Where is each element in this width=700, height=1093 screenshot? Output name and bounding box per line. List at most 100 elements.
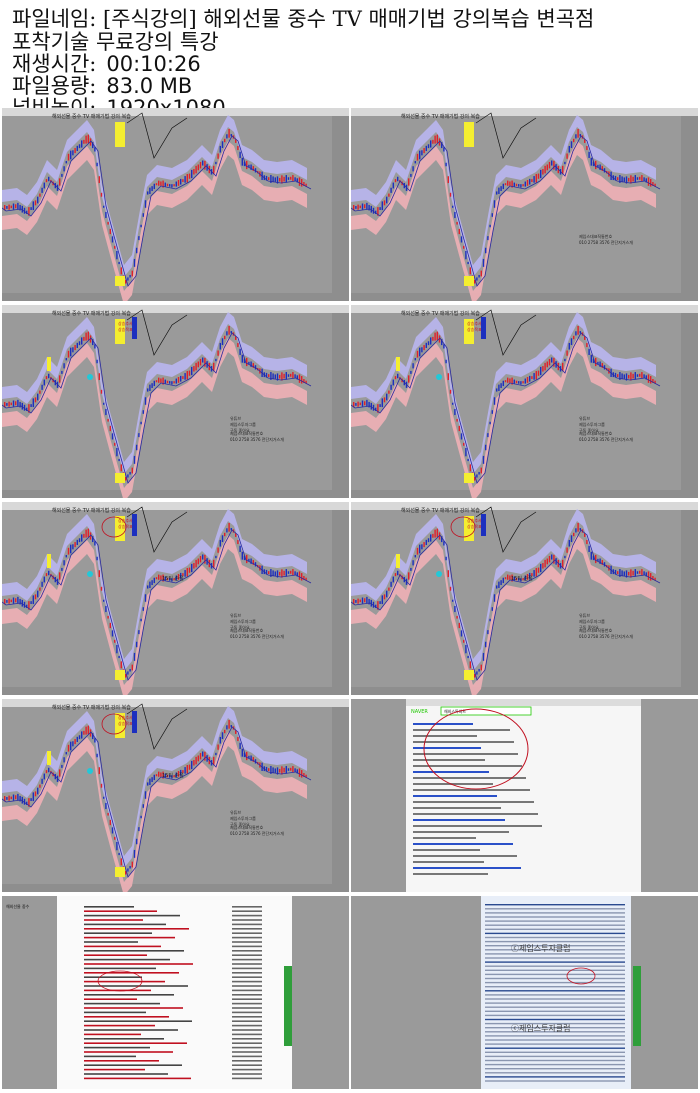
chart-title: 해외선물 중수 TV 매매기법 강의 복습 <box>52 507 131 514</box>
duration-row: 재생시간: 00:10:26 <box>12 53 201 75</box>
candle <box>617 177 619 181</box>
candle <box>432 336 434 341</box>
candle <box>507 180 509 186</box>
list-row <box>84 1020 192 1022</box>
channel-label: 제임스투자그룹 <box>230 421 256 427</box>
list-row <box>84 1033 141 1036</box>
candle <box>111 433 114 440</box>
video-frame-thumbnail[interactable]: NAVER 해외스톡와트 <box>351 699 698 892</box>
list-meta <box>232 932 262 934</box>
candle <box>274 177 276 182</box>
candle <box>59 178 61 186</box>
signal-bar <box>132 514 137 536</box>
candle <box>96 359 98 364</box>
candle <box>366 399 368 407</box>
candle <box>279 177 281 182</box>
candle <box>19 204 21 211</box>
candle <box>432 533 434 538</box>
stop-label: 15틱 손절 <box>162 772 184 779</box>
list-meta <box>232 998 262 1000</box>
candle <box>386 590 388 598</box>
candle <box>155 380 158 383</box>
yellow-marker <box>464 319 474 344</box>
size-row: 파일용량: 83.0 MB <box>12 75 192 97</box>
candle <box>630 569 632 578</box>
candle <box>149 581 151 588</box>
candle <box>489 224 491 228</box>
video-frame-thumbnail[interactable]: 해외선물 중수 TV 매매기법 강의 복습 상승추세 상승목표 유튜브 제임스투자그룹 구… <box>2 502 349 695</box>
candle <box>103 205 105 208</box>
candle <box>199 752 202 760</box>
video-frame-thumbnail[interactable]: ⓒ제임스투자클럽 ⓒ제임스투자클럽 <box>351 896 698 1089</box>
list-row <box>84 1007 183 1009</box>
candle <box>546 558 548 565</box>
list-row <box>84 980 165 983</box>
candle <box>465 251 467 260</box>
frame-graphic: 해외선물 중수 TV 매매기법 강의 복습상승추세상승목표유튜브제임스투자그룹구… <box>351 305 698 498</box>
candle <box>87 528 89 538</box>
candle <box>493 397 496 405</box>
candle <box>92 339 94 346</box>
candle <box>133 652 136 661</box>
list-row <box>84 941 138 943</box>
candle <box>388 587 390 591</box>
candle <box>445 359 447 364</box>
candle <box>129 865 131 869</box>
video-frame-thumbnail[interactable]: 해외선물 중수 TV 매매기법 강의 복습 상승추세 상승목표 유튜브 제임스투자그룹 구… <box>351 305 698 498</box>
candle <box>78 735 81 740</box>
candle <box>131 270 133 277</box>
candle <box>37 393 39 401</box>
candle <box>180 375 182 382</box>
candle <box>361 400 364 407</box>
candle <box>577 522 579 532</box>
list-meta <box>232 985 262 987</box>
video-frame-thumbnail[interactable]: 해외선물 중수 <box>2 896 349 1089</box>
candle <box>619 174 621 183</box>
candle <box>469 661 471 669</box>
browser-toolbar <box>406 699 641 706</box>
candle <box>270 174 272 183</box>
list-meta <box>232 980 262 983</box>
candle <box>372 207 375 214</box>
candle <box>120 661 122 669</box>
candle <box>114 245 116 249</box>
candle <box>175 772 177 778</box>
candle <box>166 577 169 581</box>
candle <box>584 336 586 340</box>
moving-average <box>2 726 312 878</box>
candle <box>537 370 540 376</box>
candle <box>164 773 166 778</box>
candle <box>476 474 478 478</box>
candle <box>147 782 149 786</box>
candle <box>136 641 138 648</box>
list-meta <box>232 910 262 912</box>
candle <box>59 769 61 777</box>
video-frame-thumbnail[interactable]: 해외선물 중수 TV 매매기법 강의 복습 상승추세 상승목표 유튜브 제임스투자그룹 구… <box>2 305 349 498</box>
candle <box>274 374 276 379</box>
candle <box>100 586 103 591</box>
candle <box>375 407 377 411</box>
candle <box>544 165 546 174</box>
video-frame-thumbnail[interactable]: 해외선물 중수 TV 매매기법 강의 복습 <box>2 108 349 301</box>
moving-average <box>2 529 312 681</box>
video-frame-thumbnail[interactable]: 해외선물 중수 TV 매매기법 강의 복습 상승추세 상승목표 유튜브 제임스투자그룹 구… <box>351 502 698 695</box>
candle <box>191 169 193 179</box>
candle <box>155 577 158 580</box>
candle <box>250 361 252 367</box>
side-toolbar <box>284 966 292 1046</box>
candle <box>213 756 215 765</box>
candle <box>294 571 296 576</box>
video-frame-thumbnail[interactable]: 해외선물 중수 TV 매매기법 강의 복습 상승추세 상승목표 유튜브 제임스투자그룹 구… <box>2 699 349 892</box>
video-frame-thumbnail[interactable]: 해외선물 중수 TV 매매기법 강의 복습 제임스대표직통번호 010 2758 3… <box>351 108 698 301</box>
candle <box>463 245 465 249</box>
table-row <box>485 1010 625 1012</box>
candle <box>632 570 634 576</box>
candle <box>184 767 186 774</box>
candle <box>493 594 496 602</box>
candle <box>377 207 379 216</box>
candle <box>10 205 12 209</box>
candle <box>138 236 140 241</box>
candle <box>175 575 177 581</box>
price-axis <box>332 116 349 301</box>
yellow-marker <box>396 357 400 371</box>
